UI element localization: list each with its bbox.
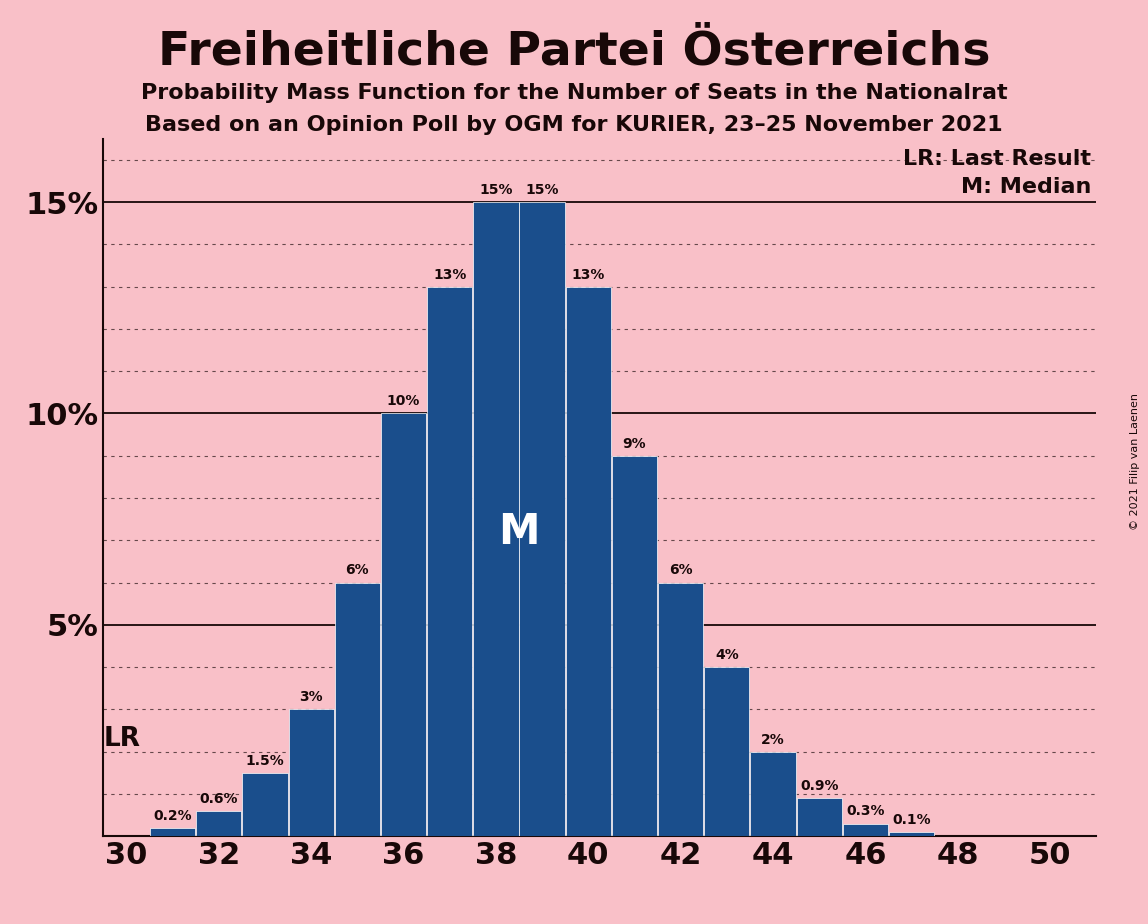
Text: 6%: 6%	[346, 564, 370, 578]
Text: 13%: 13%	[433, 268, 466, 282]
Bar	[288, 710, 334, 836]
Text: © 2021 Filip van Laenen: © 2021 Filip van Laenen	[1130, 394, 1140, 530]
Bar	[797, 798, 841, 836]
Text: Based on an Opinion Poll by OGM for KURIER, 23–25 November 2021: Based on an Opinion Poll by OGM for KURI…	[145, 115, 1003, 135]
Text: 2%: 2%	[761, 733, 785, 747]
Text: LR: Last Result: LR: Last Result	[903, 149, 1092, 169]
Text: 0.2%: 0.2%	[154, 808, 192, 822]
Bar	[566, 286, 611, 836]
Text: 4%: 4%	[715, 648, 738, 662]
Bar	[612, 456, 657, 836]
Bar	[381, 413, 426, 836]
Bar	[150, 828, 195, 836]
Bar	[843, 823, 889, 836]
Bar	[889, 832, 934, 836]
Text: 0.9%: 0.9%	[800, 779, 838, 793]
Text: 3%: 3%	[300, 690, 323, 704]
Text: 10%: 10%	[387, 395, 420, 408]
Text: 0.3%: 0.3%	[846, 805, 885, 819]
Bar	[335, 582, 380, 836]
Text: 15%: 15%	[526, 183, 559, 197]
Bar	[519, 202, 565, 836]
Text: 0.6%: 0.6%	[200, 792, 238, 806]
Bar	[473, 202, 519, 836]
Text: 9%: 9%	[622, 437, 646, 451]
Bar	[242, 772, 288, 836]
Text: 1.5%: 1.5%	[246, 754, 285, 768]
Text: 0.1%: 0.1%	[892, 813, 931, 827]
Text: 15%: 15%	[479, 183, 513, 197]
Text: LR: LR	[103, 725, 140, 751]
Text: Probability Mass Function for the Number of Seats in the Nationalrat: Probability Mass Function for the Number…	[141, 83, 1007, 103]
Bar	[658, 582, 704, 836]
Text: M: M	[498, 511, 540, 553]
Text: Freiheitliche Partei Österreichs: Freiheitliche Partei Österreichs	[157, 30, 991, 75]
Text: 6%: 6%	[669, 564, 692, 578]
Bar	[196, 811, 241, 836]
Bar	[427, 286, 472, 836]
Text: 13%: 13%	[572, 268, 605, 282]
Bar	[704, 667, 750, 836]
Bar	[751, 751, 796, 836]
Text: M: Median: M: Median	[961, 177, 1092, 197]
